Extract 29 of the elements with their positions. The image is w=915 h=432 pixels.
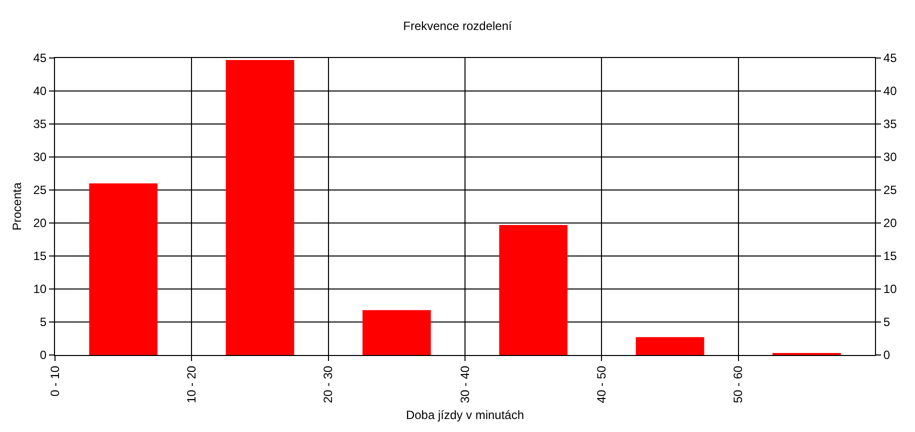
y-tick-label: 35: [33, 117, 47, 132]
y2-tick-label: 20: [883, 216, 898, 230]
x-tick-label: 20 - 30: [321, 365, 336, 404]
y2-tick-label: 35: [883, 117, 898, 132]
y-axis-title: Procenta: [10, 182, 24, 231]
y-tick-label: 40: [33, 84, 47, 98]
y-tick-label: 10: [33, 282, 47, 296]
y2-tick-label: 15: [883, 249, 898, 264]
y-tick-label: 25: [33, 183, 47, 198]
y-tick-label: 5: [40, 315, 47, 330]
y2-tick-label: 45: [883, 51, 898, 66]
y2-tick-label: 40: [883, 84, 898, 98]
x-tick-label: 0 - 10: [48, 365, 62, 396]
y-tick-label: 20: [33, 216, 47, 230]
x-tick-label: 30 - 40: [458, 365, 472, 404]
x-axis-title: Doba jízdy v minutách: [406, 408, 524, 422]
x-tick-label: 40 - 50: [594, 365, 609, 404]
chart-title: Frekvence rozdelení: [403, 19, 513, 33]
y2-tick-label: 25: [883, 183, 898, 198]
y-tick-label: 45: [33, 51, 47, 66]
x-tick-label: 10 - 20: [184, 365, 199, 404]
y2-tick-label: 30: [883, 150, 898, 164]
y2-tick-label: 0: [883, 348, 890, 362]
y2-tick-label: 5: [883, 315, 890, 330]
x-tick-label: 50 - 60: [731, 365, 746, 404]
y-tick-label: 15: [33, 249, 47, 264]
y2-tick-label: 10: [883, 282, 898, 296]
y-tick-label: 30: [33, 150, 47, 164]
y-tick-label: 0: [40, 348, 47, 362]
